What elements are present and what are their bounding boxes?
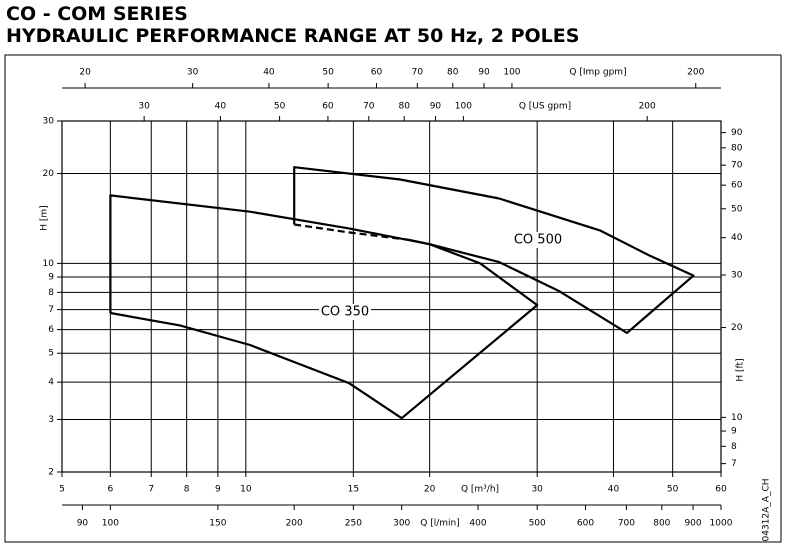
performance-curve <box>109 194 539 420</box>
plot-frame <box>61 120 722 473</box>
x-tick-label: 70 <box>363 102 375 112</box>
x-tick-label: 200 <box>687 68 704 78</box>
x-tick-label: 10 <box>240 485 252 495</box>
x-tick-label: 900 <box>684 519 701 529</box>
y-tick-label: 30 <box>43 117 55 127</box>
x-tick-label: 30 <box>187 68 199 78</box>
x-tick-label: 90 <box>478 68 490 78</box>
y-tick-label: 10 <box>731 413 743 423</box>
x-tick-label: 200 <box>286 519 303 529</box>
y-tick-label: 20 <box>43 169 55 179</box>
y-tick-label: 2 <box>48 468 54 478</box>
x-tick-label: 100 <box>102 519 119 529</box>
y-tick-label: 9 <box>731 427 737 437</box>
x-tick-label: 100 <box>503 68 520 78</box>
x-tick-label: 7 <box>148 485 154 495</box>
chart-subtitle: HYDRAULIC PERFORMANCE RANGE AT 50 Hz, 2 … <box>6 25 579 47</box>
y-tick-label: 3 <box>48 415 54 425</box>
performance-curve <box>293 166 695 334</box>
x-tick-label: 80 <box>447 68 459 78</box>
x-tick-label: 60 <box>322 102 334 112</box>
x-axis-label: Q [l/min] <box>420 519 459 529</box>
y-tick-label: 20 <box>731 323 743 333</box>
x-tick-label: 600 <box>577 519 594 529</box>
x-tick-label: 150 <box>209 519 226 529</box>
y-axis-label: H [m] <box>40 205 50 230</box>
y-tick-label: 60 <box>731 181 743 191</box>
y-tick-label: 7 <box>731 459 737 469</box>
performance-curve <box>294 223 410 241</box>
outer-frame <box>4 54 782 543</box>
x-tick-label: 800 <box>653 519 670 529</box>
y-tick-label: 90 <box>731 128 743 138</box>
x-tick-label: 60 <box>371 68 383 78</box>
chart-title: CO - COM SERIES <box>6 3 188 25</box>
x-tick-label: 90 <box>77 519 89 529</box>
x-axis-label: Q [Imp gpm] <box>569 68 626 78</box>
x-tick-label: 20 <box>79 68 91 78</box>
drawing-code: 04312A_A_CH <box>762 479 772 542</box>
y-tick-label: 30 <box>731 270 743 280</box>
x-tick-label: 9 <box>215 485 221 495</box>
x-tick-label: 30 <box>531 485 543 495</box>
x-tick-label: 40 <box>215 102 227 112</box>
y-tick-label: 9 <box>48 273 54 283</box>
x-tick-label: 1000 <box>710 519 733 529</box>
y-tick-label: 80 <box>731 143 743 153</box>
x-tick-label: 50 <box>322 68 334 78</box>
x-tick-label: 250 <box>345 519 362 529</box>
x-tick-label: 50 <box>667 485 679 495</box>
x-tick-label: 40 <box>263 68 275 78</box>
x-tick-label: 80 <box>398 102 410 112</box>
x-tick-label: 200 <box>639 102 656 112</box>
x-tick-label: 6 <box>107 485 113 495</box>
y-tick-label: 70 <box>731 161 743 171</box>
label-background <box>512 232 564 248</box>
y-tick-label: 10 <box>43 259 55 269</box>
y-tick-label: 4 <box>48 378 54 388</box>
y-tick-label: 6 <box>48 325 54 335</box>
curve-label: CO 350 <box>321 305 369 320</box>
curve-label: CO 500 <box>514 233 562 248</box>
x-tick-label: 5 <box>59 485 65 495</box>
label-background <box>319 304 371 320</box>
x-tick-label: 70 <box>412 68 424 78</box>
x-tick-label: 60 <box>715 485 727 495</box>
y-tick-label: 50 <box>731 204 743 214</box>
y-tick-label: 8 <box>731 442 737 452</box>
y-tick-label: 5 <box>48 349 54 359</box>
x-axis-label: Q [m³/h] <box>461 485 499 495</box>
y-tick-label: 40 <box>731 233 743 243</box>
x-tick-label: 400 <box>469 519 486 529</box>
x-tick-label: 50 <box>274 102 286 112</box>
x-tick-label: 40 <box>608 485 620 495</box>
y-axis-label: H [ft] <box>736 358 746 381</box>
x-tick-label: 300 <box>393 519 410 529</box>
y-tick-label: 7 <box>48 305 54 315</box>
y-tick-label: 8 <box>48 288 54 298</box>
x-tick-label: 30 <box>138 102 150 112</box>
x-tick-label: 700 <box>618 519 635 529</box>
x-tick-label: 90 <box>430 102 442 112</box>
x-tick-label: 500 <box>529 519 546 529</box>
x-axis-label: Q [US gpm] <box>519 102 571 112</box>
x-tick-label: 100 <box>455 102 472 112</box>
x-tick-label: 8 <box>184 485 190 495</box>
x-tick-label: 15 <box>348 485 359 495</box>
x-tick-label: 20 <box>424 485 436 495</box>
